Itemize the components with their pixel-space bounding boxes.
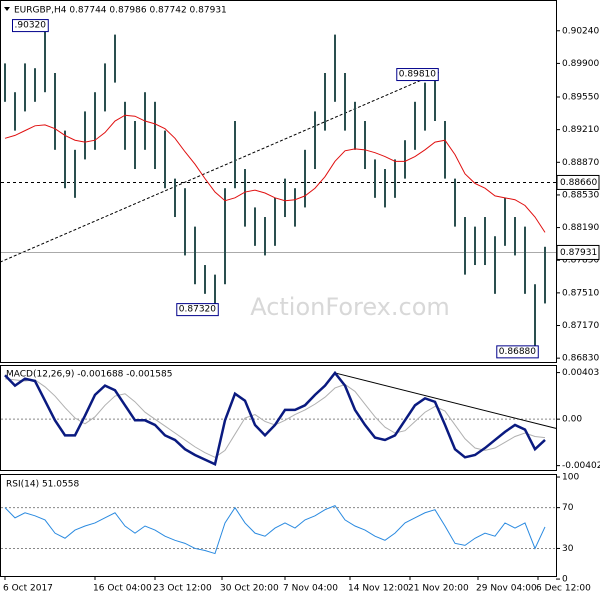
y-tick-label: 0.89900: [562, 59, 599, 69]
x-tick-label: 23 Oct 12:00: [153, 584, 212, 594]
y-tick-label: 0.87850: [562, 256, 599, 266]
y-tick-label: 70: [562, 503, 574, 513]
macd-line: [4, 370, 546, 467]
rsi-title: RSI(14) 51.0558: [6, 480, 79, 490]
y-tick-label: 100: [562, 473, 579, 483]
x-tick-label: 7 Nov 04:00: [283, 584, 338, 594]
annotation-box: [496, 345, 539, 359]
x-tick-label: 29 Nov 04:00: [476, 584, 537, 594]
y-tick-label: 0.87170: [562, 321, 599, 331]
macd-signal: [4, 378, 546, 458]
level-box: [556, 244, 600, 260]
macd-title: MACD(12,26,9) -0.001688 -0.001585: [6, 370, 172, 380]
annotation-box: [396, 68, 439, 82]
annotation-label: 0.89810: [399, 70, 436, 80]
y-tick-label: 0.00403: [562, 368, 599, 378]
x-tick-label: 30 Oct 20:00: [220, 584, 279, 594]
y-tick-label: 0.87510: [562, 288, 599, 298]
annotation-box: [12, 19, 49, 33]
y-tick-label: 0.00: [562, 415, 582, 425]
y-tick-label: 0.86830: [562, 354, 599, 364]
menu-arrow: [4, 7, 10, 11]
y-tick-label: 0.89210: [562, 125, 599, 135]
y-tick-label: 0: [562, 575, 568, 585]
watermark: ActionForex.com: [250, 293, 450, 321]
x-tick-label: 6 Oct 2017: [3, 584, 53, 594]
moving-average: [4, 114, 546, 233]
annotation-box: [176, 303, 219, 317]
level-box: [556, 174, 600, 190]
annotation-label: 0.87320: [179, 305, 216, 315]
level-label: 0.87931: [560, 248, 597, 258]
y-tick-label: 0.88530: [562, 190, 599, 200]
x-tick-label: 21 Nov 20:00: [408, 584, 469, 594]
rsi-line: [4, 504, 546, 555]
macd-panel: [0, 365, 557, 471]
y-tick-label: 0.88870: [562, 158, 599, 168]
y-tick-label: 0.88190: [562, 223, 599, 233]
x-tick-label: 14 Nov 12:00: [348, 584, 409, 594]
trendline: [334, 372, 557, 429]
y-tick-label: 0.90240: [562, 26, 599, 36]
annotation-label: .90320: [15, 21, 47, 31]
y-tick-label: 30: [562, 544, 574, 554]
x-tick-label: 6 Dec 12:00: [536, 584, 591, 594]
price-title: EURGBP,H4 0.87744 0.87986 0.87742 0.8793…: [14, 6, 227, 16]
rsi-panel: [0, 474, 557, 577]
annotation-label: 0.86880: [499, 347, 536, 357]
x-tick-label: 16 Oct 04:00: [93, 584, 152, 594]
y-tick-label: 0.89550: [562, 93, 599, 103]
level-label: 0.88660: [560, 178, 597, 188]
